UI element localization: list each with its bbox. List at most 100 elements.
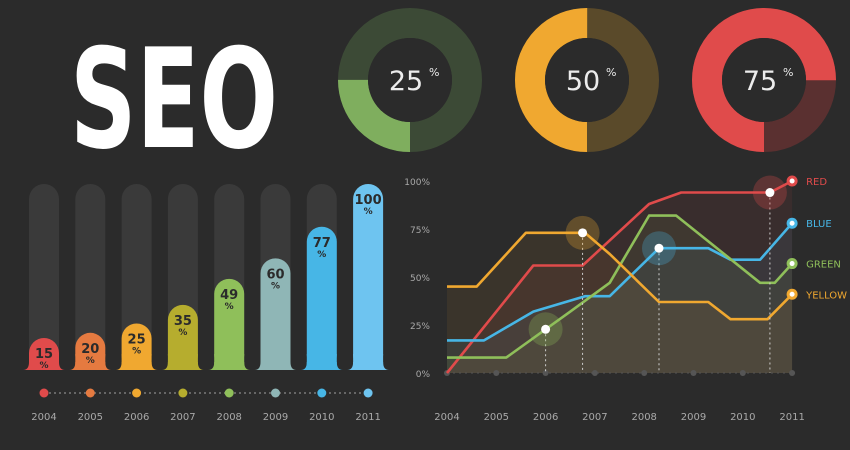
timeline-dot — [271, 388, 280, 398]
highlight-point — [654, 243, 664, 253]
bar-unit-label: % — [364, 207, 373, 217]
bar-value-label: 25 — [128, 333, 146, 348]
bar-unit-label: % — [271, 281, 280, 291]
x-tick-label: 2006 — [124, 412, 149, 423]
donut-unit: % — [429, 66, 439, 79]
bar — [260, 258, 291, 370]
x-tick-label: 2004 — [434, 412, 459, 423]
bar-base — [29, 354, 59, 370]
x-tick-label: 2009 — [263, 412, 288, 423]
x-axis-dot — [789, 370, 796, 376]
donut-value: 50 — [566, 66, 600, 97]
x-tick-label: 2011 — [779, 412, 804, 423]
x-axis-dot — [739, 370, 746, 376]
bar-track — [75, 184, 106, 370]
bar-base — [167, 354, 198, 370]
bar-value-label: 100 — [355, 193, 382, 208]
bar-chart: 15%20%25%35%49%60%77%100% 2004 2005 2006 20… — [23, 184, 390, 423]
donut-value: 75 — [743, 66, 777, 97]
bar-base — [260, 354, 291, 370]
page-title: SEO — [70, 19, 278, 180]
bar — [167, 304, 198, 370]
series-area — [447, 223, 793, 373]
donut-unit: % — [606, 66, 616, 79]
donut-hole — [368, 38, 452, 122]
series-area — [447, 215, 793, 373]
donut-hole — [722, 38, 806, 122]
bar-value-label: 60 — [266, 267, 284, 282]
x-axis-dot — [542, 370, 549, 376]
y-tick-label: 0% — [416, 370, 431, 380]
timeline-dot — [85, 388, 95, 398]
y-tick-label: 50% — [410, 274, 430, 284]
timeline-dot — [317, 388, 327, 398]
x-axis-dot — [493, 370, 500, 376]
line-chart: 0% 25% 50% 75% 100% RED BLUE GREEN YELLOW 2004 2… — [404, 175, 847, 423]
bar-base — [353, 354, 384, 370]
bar-unit-label: % — [86, 356, 95, 366]
bar-base — [121, 354, 152, 370]
x-tick-label: 2005 — [78, 412, 103, 423]
x-tick-label: 2004 — [31, 412, 56, 423]
x-tick-label: 2008 — [631, 412, 656, 423]
bar-unit-label: % — [225, 302, 234, 312]
y-tick-label: 25% — [410, 322, 430, 332]
series-line — [447, 231, 794, 321]
bar-track — [121, 184, 152, 370]
x-axis-dot — [591, 370, 598, 376]
y-tick-label: 100% — [404, 178, 430, 188]
timeline-dot — [132, 388, 142, 398]
timeline-dot — [39, 388, 49, 398]
bar-unit-label: % — [317, 250, 326, 260]
timeline-dot — [363, 388, 373, 398]
donut-value: 25 — [389, 66, 423, 97]
series-area — [447, 181, 793, 373]
bar-value-label: 20 — [81, 342, 99, 357]
bar-unit-label: % — [178, 328, 187, 338]
bar — [353, 184, 384, 370]
bar-base — [306, 354, 337, 370]
x-axis-dot — [690, 370, 697, 376]
bar-base — [75, 354, 106, 370]
series-end-dot-center — [789, 261, 795, 267]
x-tick-label: 2010 — [309, 412, 334, 423]
legend-label: RED — [806, 177, 827, 188]
series-end-dot-center — [789, 291, 795, 297]
legend-label: BLUE — [806, 219, 832, 230]
bar — [214, 278, 245, 370]
highlight-point — [541, 324, 551, 334]
timeline-dot — [178, 388, 188, 398]
y-tick-label: 75% — [410, 226, 430, 236]
bar-value-label: 49 — [220, 288, 238, 303]
series-line — [447, 222, 794, 342]
x-tick-label: 2011 — [355, 412, 380, 423]
series-end-dot-center — [789, 220, 795, 226]
donut-segment — [515, 8, 659, 152]
bar-unit-label: % — [39, 361, 48, 371]
bar — [306, 226, 337, 370]
highlight-point — [765, 188, 775, 198]
x-tick-label: 2009 — [681, 412, 706, 423]
bar-value-label: 77 — [313, 236, 331, 251]
donut-segment — [692, 8, 836, 152]
x-tick-label: 2010 — [730, 412, 755, 423]
highlight-point — [578, 228, 588, 238]
bar-value-label: 35 — [174, 314, 192, 329]
x-tick-label: 2006 — [533, 412, 558, 423]
x-tick-label: 2005 — [484, 412, 509, 423]
bar-value-label: 15 — [35, 347, 53, 362]
donut-segment — [338, 8, 482, 152]
donut-unit: % — [783, 66, 793, 79]
donut-charts: 25% 50% 75% — [338, 8, 836, 152]
series-end-dot-center — [789, 178, 795, 184]
bar-base — [214, 354, 245, 370]
timeline-dot — [224, 388, 234, 398]
legend-label: GREEN — [806, 260, 841, 271]
x-axis-dot — [641, 370, 648, 376]
donut-hole — [545, 38, 629, 122]
x-tick-label: 2008 — [216, 412, 241, 423]
x-tick-label: 2007 — [170, 412, 195, 423]
bar-track — [29, 184, 59, 370]
legend-label: YELLOW — [805, 290, 847, 301]
